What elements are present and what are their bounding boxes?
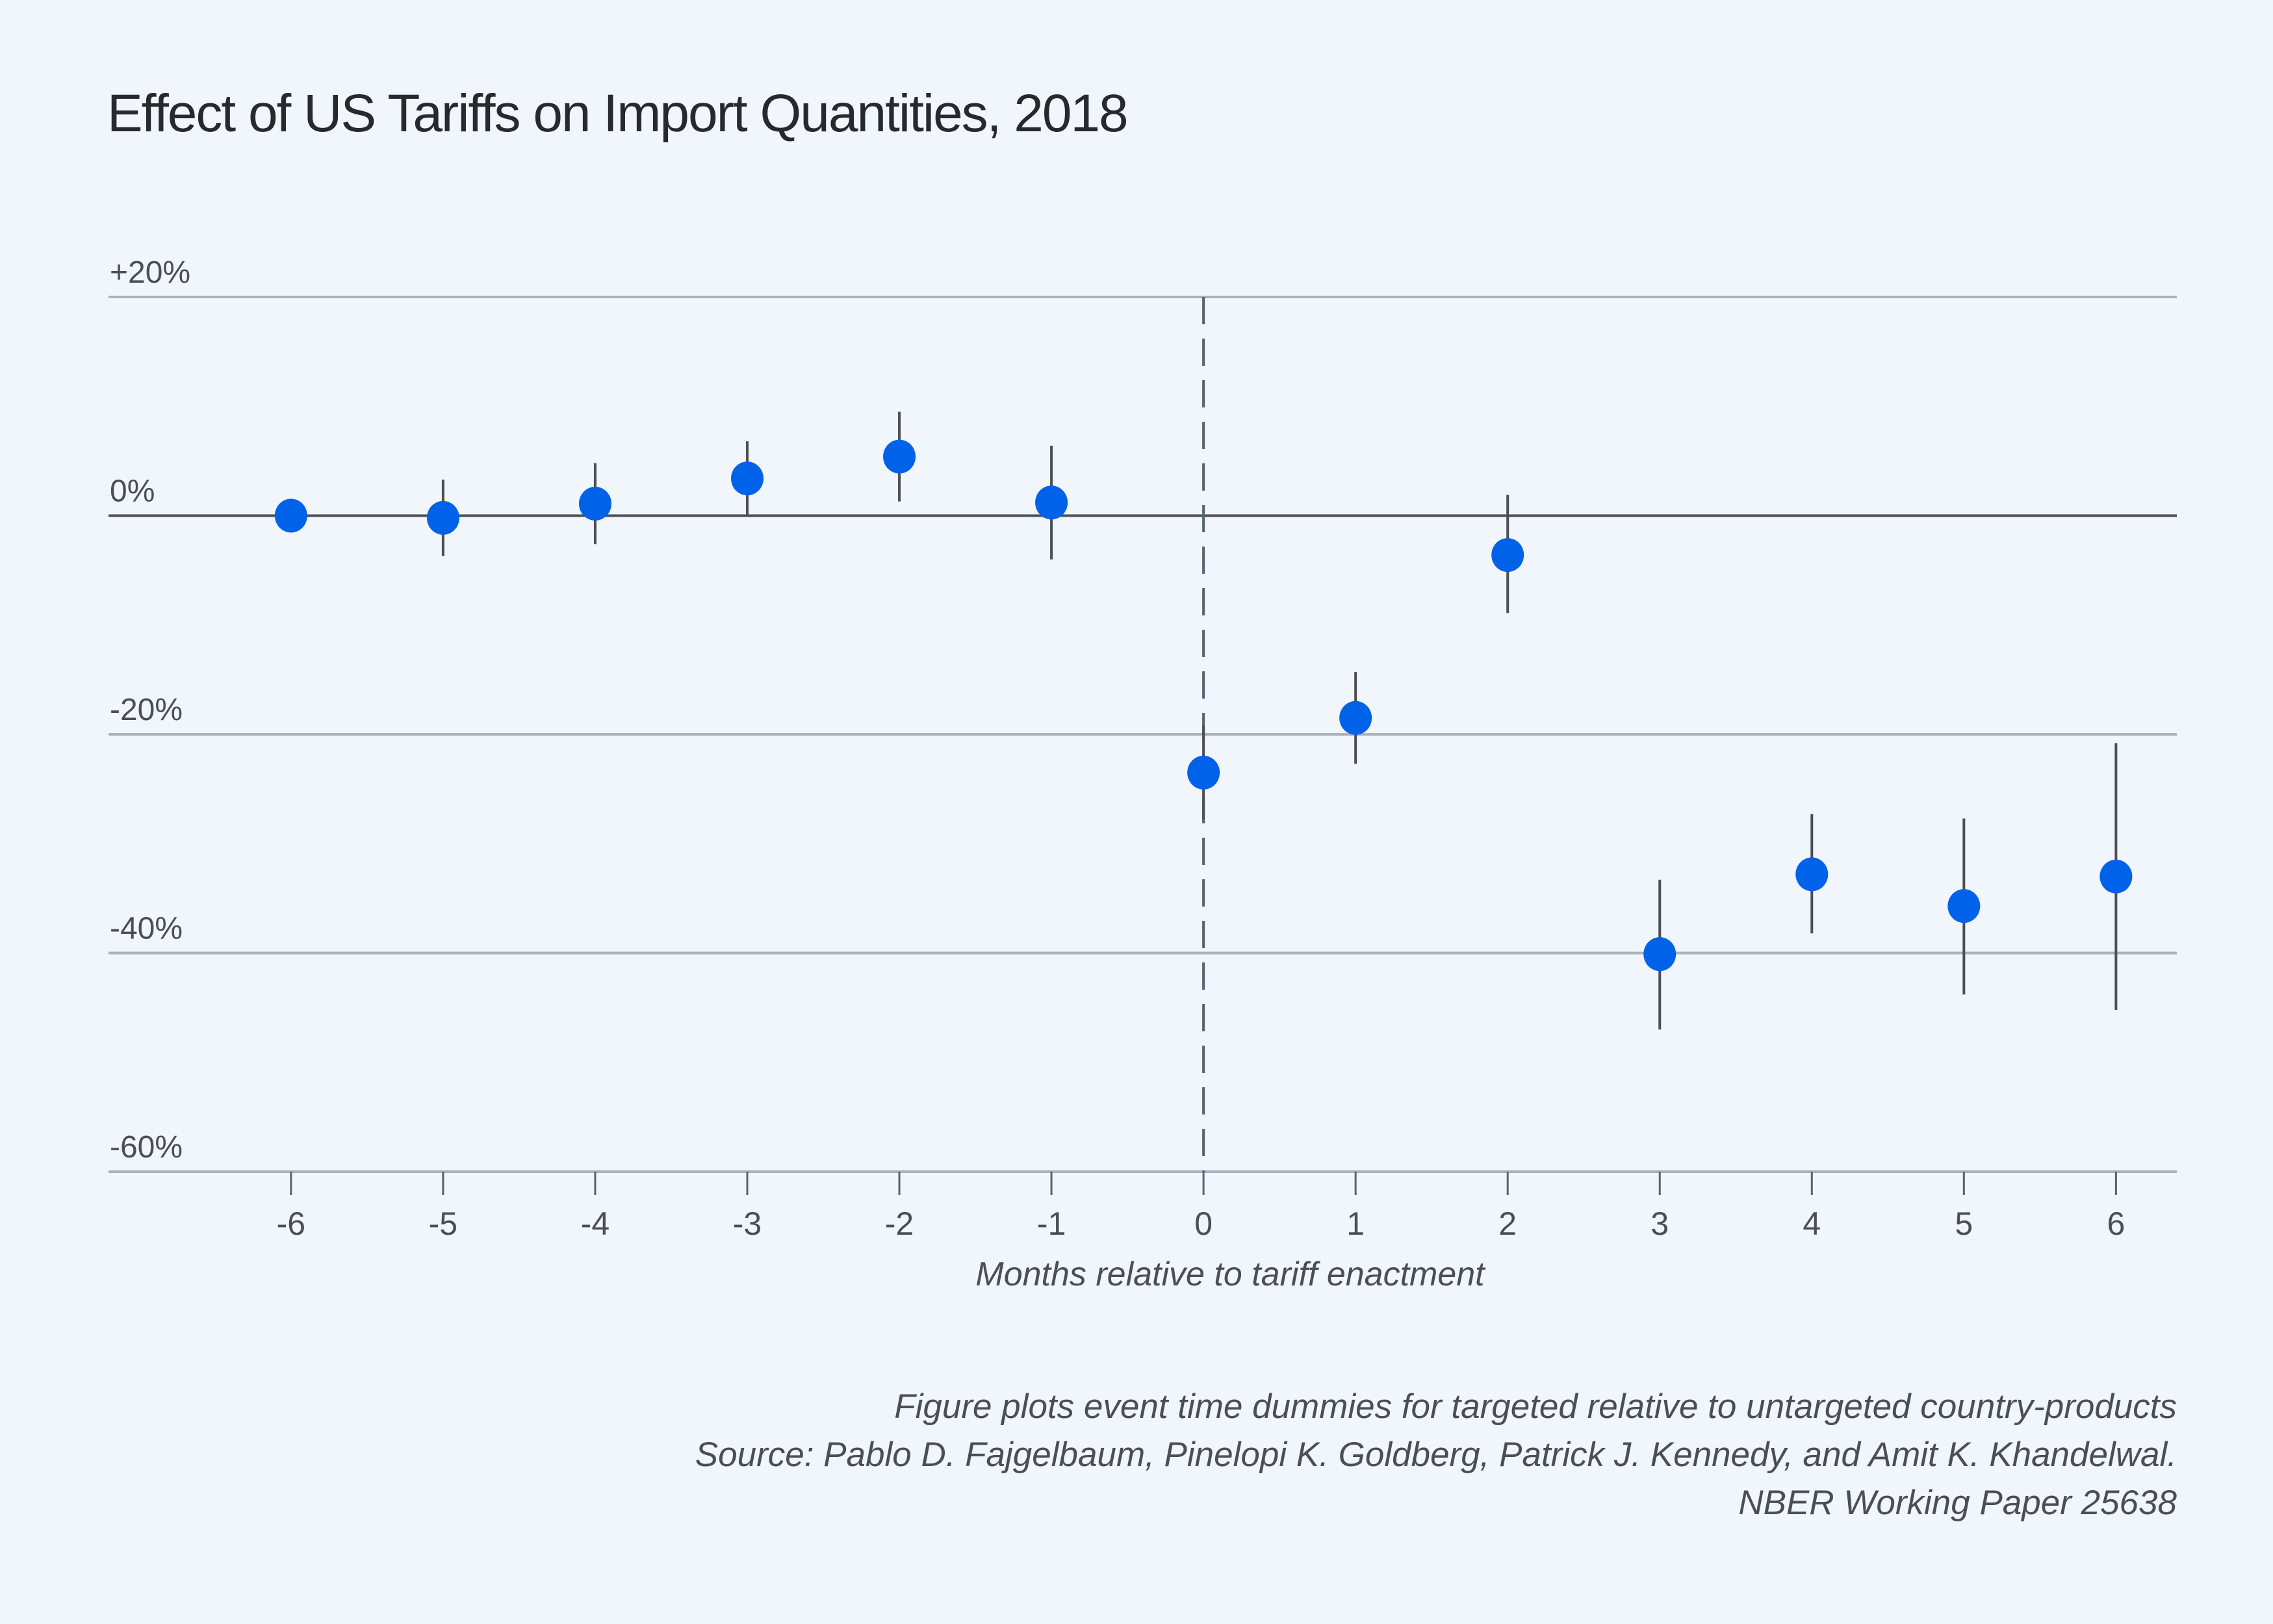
x-tick-label: 2 <box>1498 1205 1517 1242</box>
data-point <box>1947 889 1981 923</box>
data-point <box>1643 937 1676 972</box>
data-point <box>1795 857 1829 892</box>
x-tick-label: -2 <box>885 1205 914 1242</box>
x-tick-label: -3 <box>733 1205 762 1242</box>
x-tick-label: 5 <box>1955 1205 1973 1242</box>
data-point <box>730 461 764 496</box>
data-point <box>2100 859 2133 894</box>
x-axis-ticks: -6 -5 -4 -3 -2 -1 0 1 2 3 4 5 6 <box>277 1172 2125 1242</box>
chart-title: Effect of US Tariffs on Import Quantitie… <box>107 84 1129 143</box>
x-tick-label: -6 <box>277 1205 305 1242</box>
x-tick-label: 3 <box>1650 1205 1669 1242</box>
data-points <box>274 439 2133 972</box>
y-tick-label: -40% <box>110 912 183 946</box>
y-tick-label: +20% <box>110 255 190 290</box>
footer-source: Source: Pablo D. Fajgelbaum, Pinelopi K.… <box>695 1436 2177 1474</box>
data-point <box>578 486 611 521</box>
data-point <box>883 439 916 474</box>
gridlines <box>109 296 2177 1173</box>
x-tick-label: 6 <box>2107 1205 2125 1242</box>
footer-note: Figure plots event time dummies for targ… <box>894 1387 2177 1426</box>
data-point <box>1339 701 1372 735</box>
y-tick-label: -20% <box>110 693 183 727</box>
x-axis-title: Months relative to tariff enactment <box>975 1256 1486 1293</box>
footer-paper: NBER Working Paper 25638 <box>1738 1484 2177 1522</box>
x-tick-label: 1 <box>1346 1205 1365 1242</box>
x-tick-label: 4 <box>1803 1205 1821 1242</box>
x-tick-label: -1 <box>1037 1205 1066 1242</box>
data-point <box>1035 485 1068 520</box>
footer: Figure plots event time dummies for targ… <box>695 1383 2177 1527</box>
y-axis-labels: +20% 0% -20% -40% -60% <box>110 255 190 1165</box>
x-tick-label: -5 <box>429 1205 457 1242</box>
y-tick-label: 0% <box>110 474 155 509</box>
y-tick-label: -60% <box>110 1130 183 1165</box>
data-point <box>274 498 307 533</box>
data-point <box>426 500 459 535</box>
data-point <box>1187 755 1220 790</box>
x-tick-label: -4 <box>581 1205 610 1242</box>
x-tick-label: 0 <box>1194 1205 1213 1242</box>
data-point <box>1491 538 1524 573</box>
error-bars <box>441 411 2118 1030</box>
